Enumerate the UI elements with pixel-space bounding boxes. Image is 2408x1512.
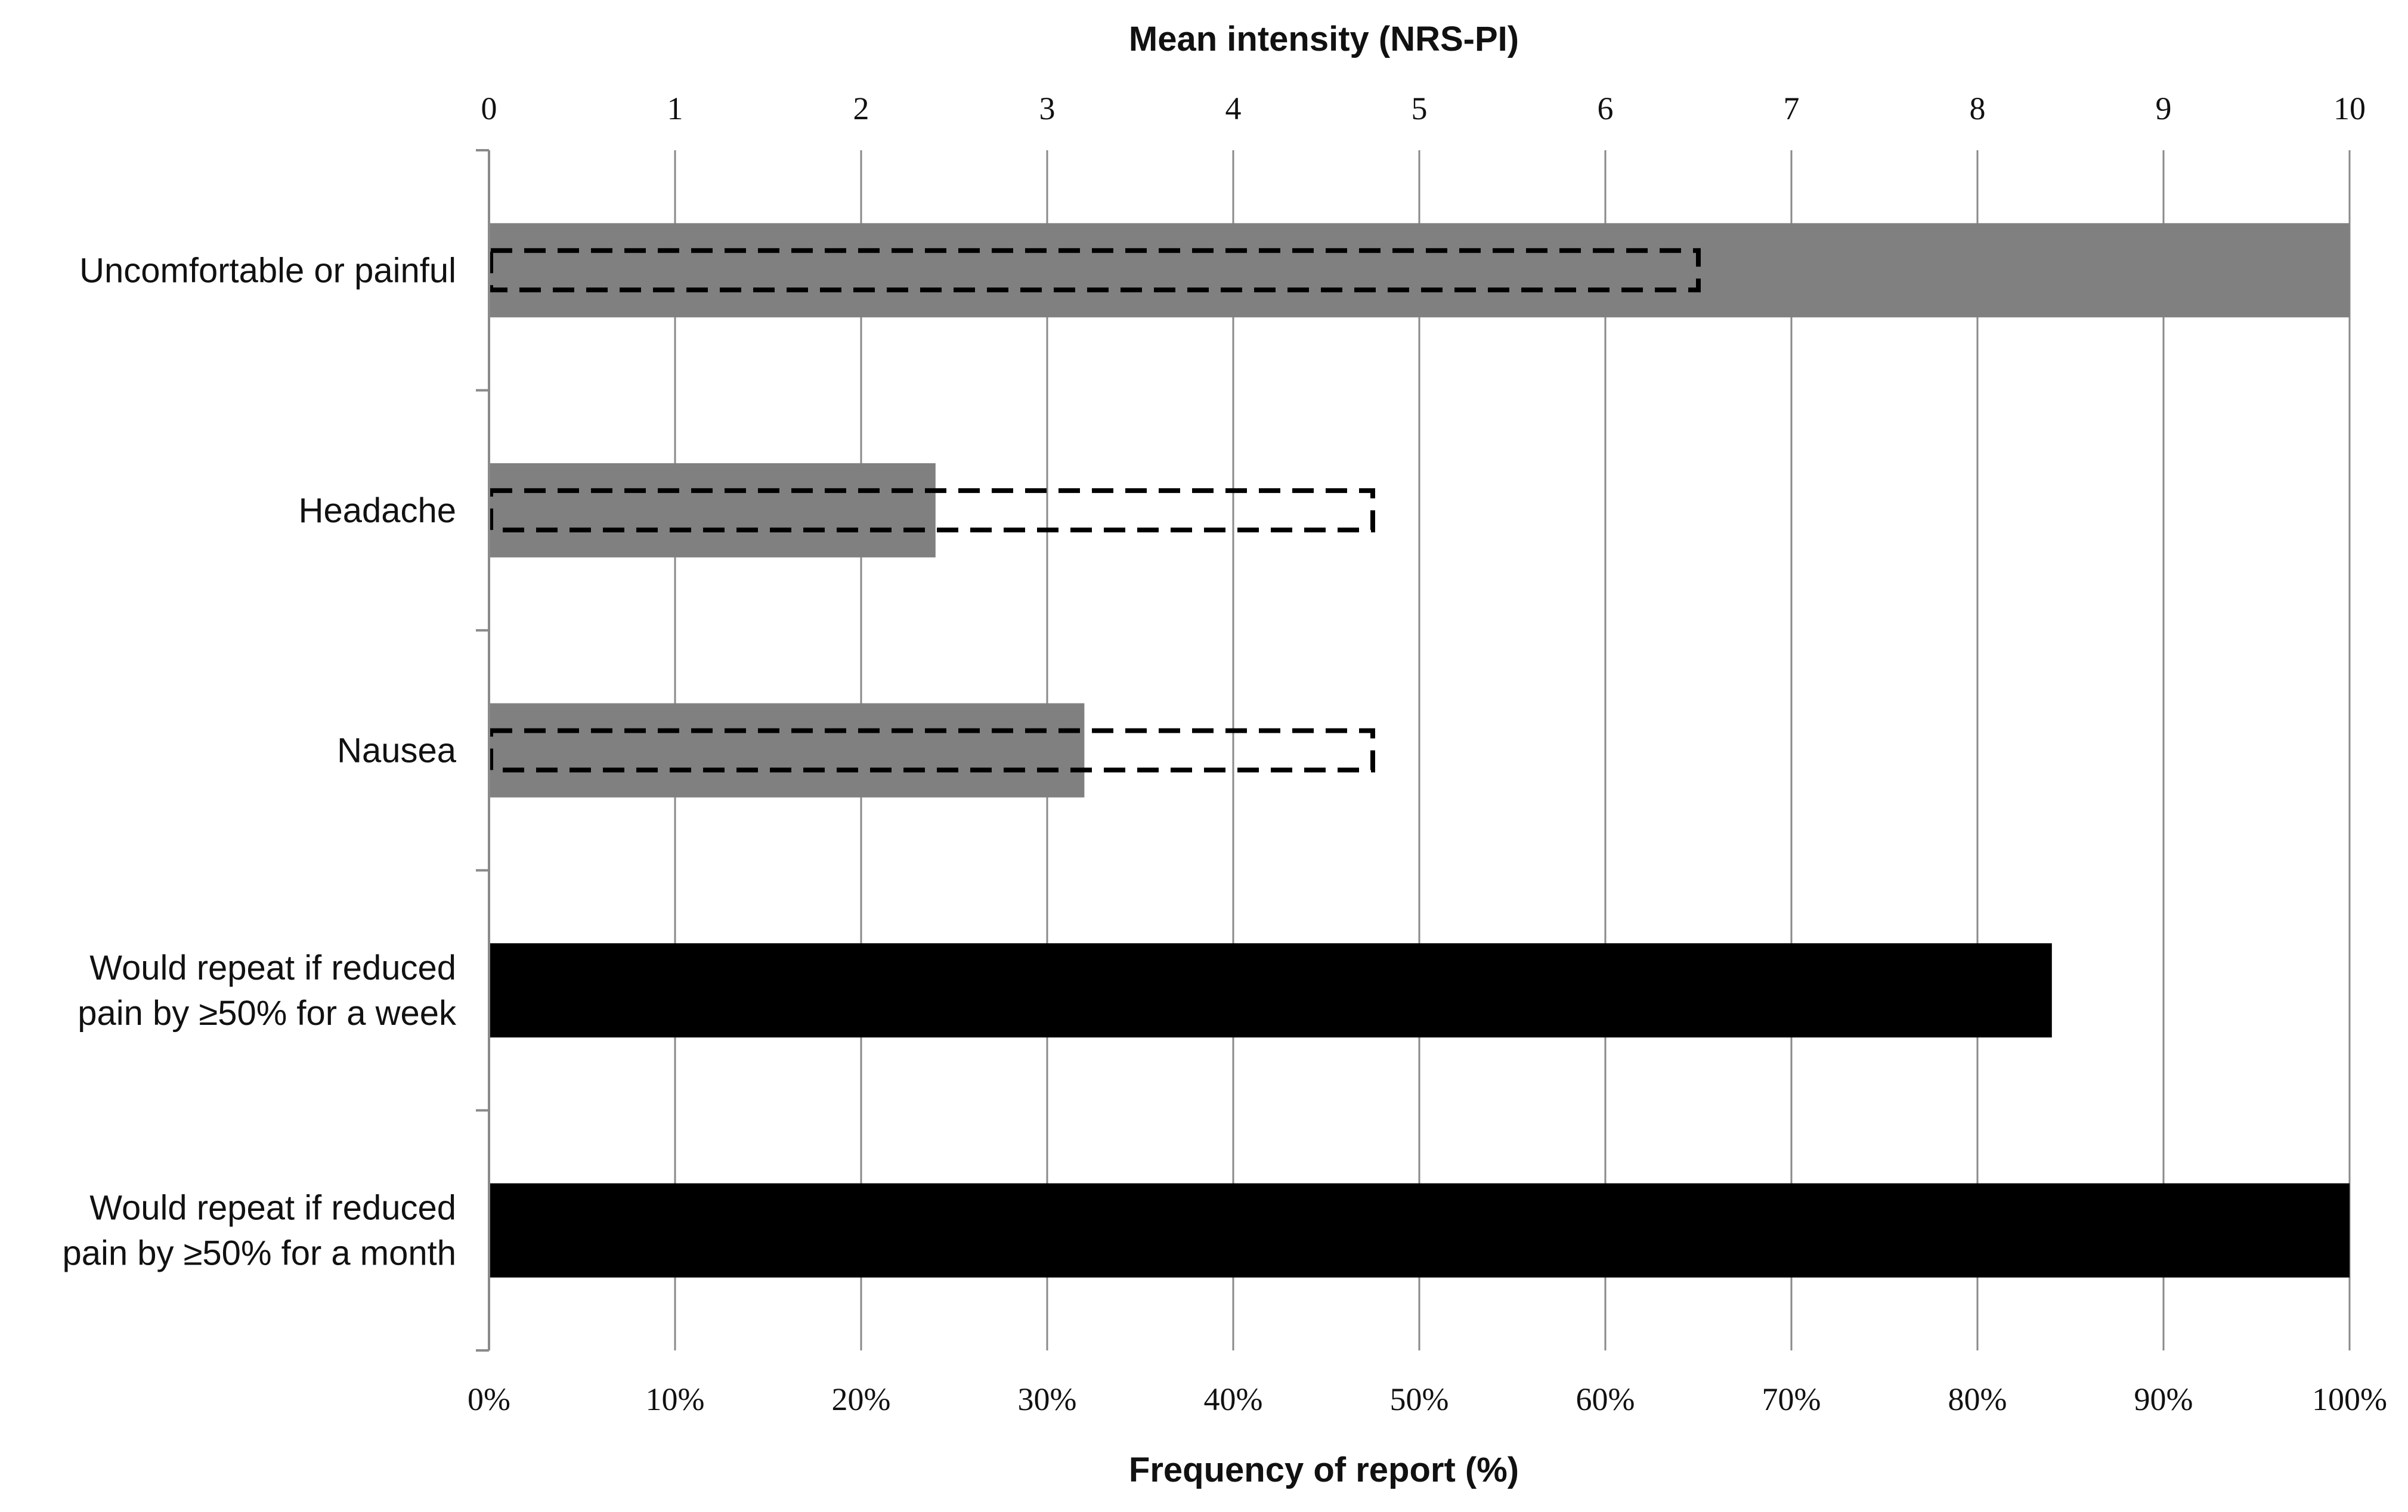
bottom-tick-label: 10% [646, 1381, 705, 1417]
top-tick-label: 6 [1598, 91, 1614, 126]
frequency-bar [489, 703, 1085, 798]
intensity-bar [488, 248, 1701, 293]
bottom-tick-label: 50% [1390, 1381, 1449, 1417]
category-label: pain by ≥50% for a week [78, 994, 457, 1033]
bottom-tick-label: 60% [1576, 1381, 1635, 1417]
top-axis-title: Mean intensity (NRS-PI) [1129, 20, 1519, 58]
bottom-axis-title: Frequency of report (%) [1129, 1451, 1519, 1489]
category-label: Would repeat if reduced [89, 949, 456, 987]
bottom-tick-label: 70% [1762, 1381, 1821, 1417]
frequency-bar [489, 1183, 2350, 1278]
intensity-bars [488, 248, 1701, 773]
top-tick-label: 0 [481, 91, 497, 126]
top-tick-label: 8 [1970, 91, 1986, 126]
bottom-axis-ticks: 0% 10% 20% 30% 40% 50% 60% 70% 80% 90% 100% [468, 1381, 2387, 1417]
category-label: Nausea [337, 732, 457, 770]
top-tick-label: 4 [1225, 91, 1242, 126]
frequency-bar [489, 463, 936, 557]
bars [489, 223, 2350, 1278]
bottom-tick-label: 20% [832, 1381, 891, 1417]
category-label: Would repeat if reduced [89, 1189, 456, 1228]
top-tick-label: 10 [2333, 91, 2366, 126]
category-label: Headache [299, 491, 456, 530]
category-labels: Uncomfortable or painful Headache Nausea Wo… [62, 251, 457, 1272]
frequency-bar [489, 223, 2350, 318]
axis-lines [476, 149, 490, 1352]
top-tick-label: 3 [1039, 91, 1056, 126]
top-tick-label: 1 [667, 91, 683, 126]
category-label: pain by ≥50% for a month [62, 1234, 456, 1273]
bottom-tick-label: 40% [1204, 1381, 1263, 1417]
intensity-bar [488, 488, 1375, 532]
top-tick-label: 2 [853, 91, 869, 126]
frequency-bar [489, 943, 2052, 1038]
top-tick-label: 9 [2156, 91, 2172, 126]
top-axis-ticks: 0 1 2 3 4 5 6 7 8 9 10 [481, 91, 2366, 126]
grid-lines [674, 150, 2351, 1350]
bottom-tick-label: 0% [468, 1381, 510, 1417]
bottom-tick-label: 100% [2312, 1381, 2387, 1417]
category-label: Uncomfortable or painful [79, 251, 456, 290]
bottom-tick-label: 30% [1018, 1381, 1077, 1417]
top-tick-label: 7 [1784, 91, 1800, 126]
intensity-bar [488, 728, 1375, 773]
bottom-tick-label: 80% [1948, 1381, 2007, 1417]
bottom-tick-label: 90% [2134, 1381, 2193, 1417]
top-tick-label: 5 [1412, 91, 1428, 126]
